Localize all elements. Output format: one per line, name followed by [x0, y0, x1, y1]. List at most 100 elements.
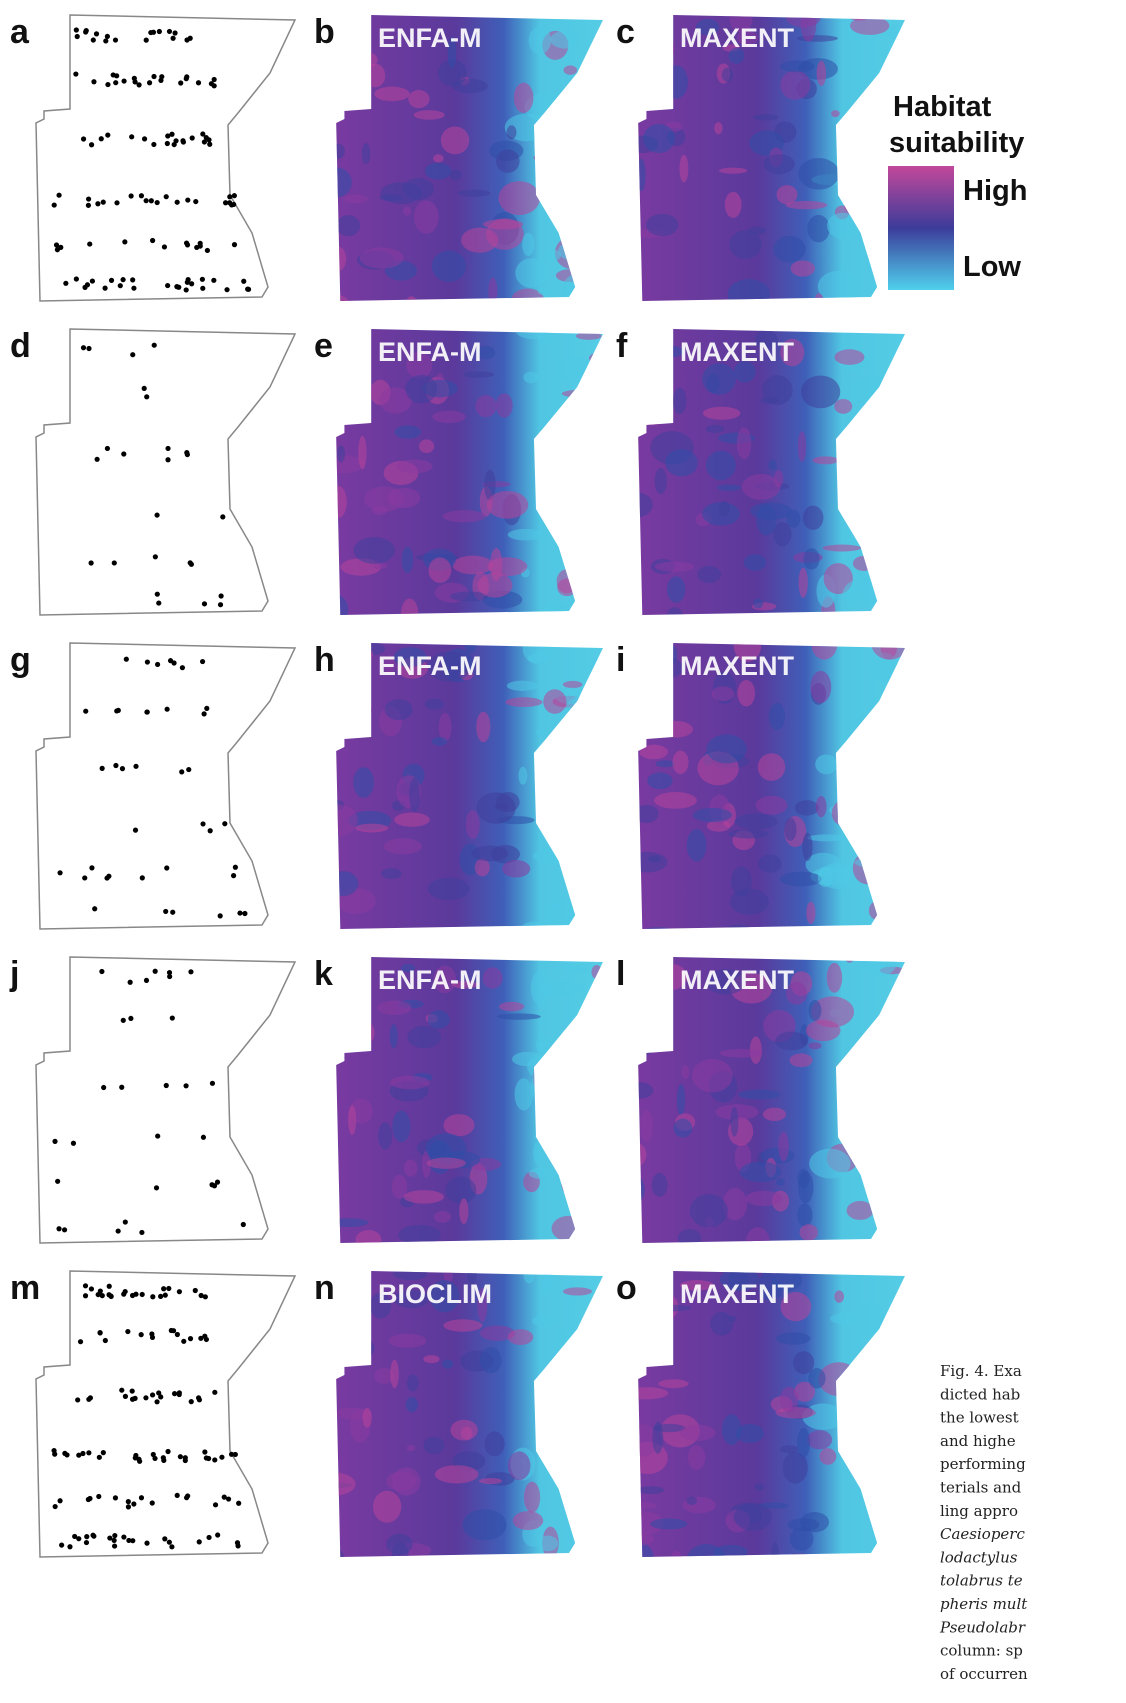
- panel-letter: a: [10, 13, 30, 51]
- caption-line: of occurren: [940, 1665, 1028, 1683]
- map-patch: [802, 833, 812, 861]
- map-patch: [868, 791, 896, 820]
- occurrence-point: [175, 200, 180, 205]
- map-patch: [584, 261, 602, 273]
- occurrence-point: [130, 277, 135, 282]
- map-patch: [807, 1430, 832, 1449]
- map-patch: [693, 808, 732, 822]
- map-patch: [551, 1092, 587, 1100]
- map-patch: [764, 154, 795, 174]
- occurrence-point: [112, 1533, 117, 1538]
- panel-letter: i: [616, 641, 625, 679]
- map-patch: [793, 1351, 814, 1374]
- map-patch: [667, 576, 686, 602]
- map-patch: [895, 1293, 925, 1322]
- map-patch: [647, 772, 672, 789]
- map-patch: [653, 657, 683, 678]
- occurrence-point: [181, 139, 186, 144]
- map-patch: [591, 1353, 612, 1382]
- occurrence-point: [118, 283, 123, 288]
- occurrence-point: [89, 1286, 94, 1291]
- occurrence-point: [128, 980, 133, 985]
- occurrence-point: [165, 457, 170, 462]
- map-patch: [423, 1355, 439, 1363]
- map-patch: [776, 1178, 785, 1185]
- map-background: [330, 957, 610, 1247]
- map-patch: [342, 1337, 375, 1360]
- occurrence-point: [220, 514, 225, 519]
- map-patch: [744, 554, 766, 571]
- map-patch: [583, 1159, 598, 1188]
- panel-letter: o: [616, 1269, 637, 1307]
- occurrence-point: [227, 194, 232, 199]
- map-patch: [343, 195, 367, 204]
- map-patch: [507, 681, 538, 691]
- map-patch: [408, 90, 429, 108]
- map-patch: [804, 548, 820, 569]
- map-patch: [459, 1198, 468, 1224]
- map-patch: [328, 871, 359, 896]
- map-patch: [536, 1037, 552, 1053]
- occurrence-point: [78, 1339, 83, 1344]
- occurrence-point: [126, 1504, 131, 1509]
- legend-low: Low: [963, 251, 1021, 283]
- map-patch: [654, 792, 697, 809]
- occurrence-point: [189, 1399, 194, 1404]
- occurrence-point: [200, 821, 205, 826]
- map-patch: [561, 1169, 589, 1198]
- map-patch: [443, 1114, 474, 1136]
- map-patch: [678, 1229, 701, 1246]
- map-patch: [637, 159, 645, 192]
- map-patch: [407, 1026, 441, 1048]
- map-patch: [763, 1108, 786, 1121]
- map-patch: [496, 393, 513, 417]
- map-patch: [429, 557, 452, 583]
- occurrence-point: [155, 200, 160, 205]
- map-patch: [346, 645, 361, 667]
- occurrence-point: [165, 1449, 170, 1454]
- map-patch: [574, 920, 615, 929]
- panel-letter: e: [314, 327, 333, 365]
- map-patch: [556, 513, 575, 531]
- map-patch: [720, 1049, 763, 1058]
- map-patch: [515, 1078, 533, 1110]
- map-patch: [856, 1369, 876, 1376]
- occurrence-point: [120, 766, 125, 771]
- map-patch: [780, 1445, 798, 1453]
- occurrence-point: [172, 1391, 177, 1396]
- occurrence-point: [204, 1337, 209, 1342]
- occurrence-point: [145, 659, 150, 664]
- map-patch: [522, 233, 534, 256]
- study-area-outline: [36, 1271, 295, 1557]
- map-patch: [514, 83, 534, 113]
- map-patch: [639, 713, 663, 727]
- map-patch: [871, 626, 908, 659]
- map-patch: [314, 1473, 355, 1496]
- map-patch: [404, 1159, 418, 1176]
- occurrence-point: [122, 239, 127, 244]
- map-patch: [706, 425, 724, 433]
- map-patch: [808, 1368, 825, 1388]
- map-patch: [630, 1037, 656, 1056]
- map-patch: [570, 1490, 592, 1502]
- occurrence-point: [112, 1543, 117, 1548]
- occurrence-point: [56, 1226, 61, 1231]
- occurrence-point: [131, 286, 136, 291]
- map-patch: [567, 1283, 576, 1310]
- map-patch: [538, 796, 558, 825]
- map-patch: [728, 829, 769, 838]
- occurrence-point: [162, 244, 167, 249]
- occurrence-point: [103, 1338, 108, 1343]
- map-patch: [589, 352, 611, 364]
- map-patch: [773, 236, 805, 263]
- occurrence-point: [200, 659, 205, 664]
- map-patch: [579, 1358, 594, 1390]
- map-patch: [740, 1162, 782, 1182]
- map-patch: [331, 1549, 345, 1572]
- occurrence-point: [206, 1535, 211, 1540]
- map-patch: [362, 143, 370, 164]
- occurrence-point: [109, 278, 114, 283]
- occurrence-point: [186, 767, 191, 772]
- map-patch: [633, 88, 660, 98]
